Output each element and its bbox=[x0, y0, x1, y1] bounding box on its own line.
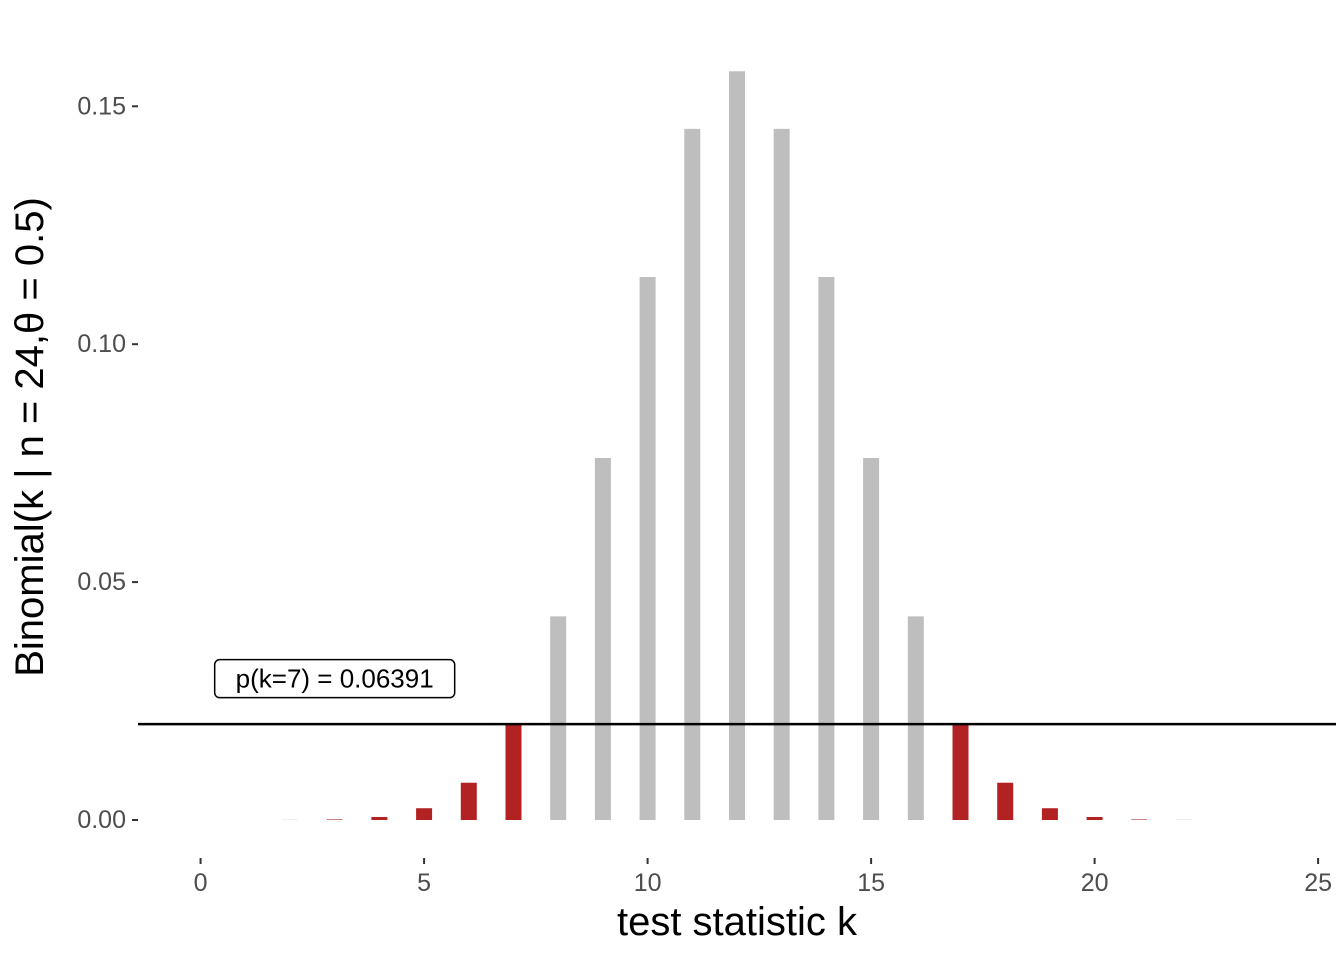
x-axis-title: test statistic k bbox=[617, 900, 858, 944]
x-tick-label: 15 bbox=[857, 869, 885, 897]
annotation-label: p(k=7) = 0.06391 bbox=[213, 658, 456, 699]
y-axis-title: Binomial(k | n = 24,θ = 0.5) bbox=[8, 197, 52, 677]
y-tick-label: 0.00 bbox=[77, 806, 126, 834]
x-tick-label: 5 bbox=[417, 869, 431, 897]
bar-k-19 bbox=[1041, 808, 1058, 820]
bar-k-16 bbox=[907, 616, 924, 820]
bar-k-5 bbox=[416, 808, 433, 820]
bar-k-10 bbox=[639, 276, 656, 821]
bar-k-3 bbox=[326, 819, 343, 820]
bar-k-17 bbox=[952, 724, 969, 820]
x-tick-label: 10 bbox=[634, 869, 662, 897]
bar-k-11 bbox=[684, 128, 701, 820]
bar-k-13 bbox=[773, 128, 790, 820]
bar-k-21 bbox=[1131, 819, 1148, 820]
bar-k-8 bbox=[550, 616, 567, 820]
bars-group bbox=[192, 71, 1282, 821]
bar-k-4 bbox=[371, 816, 388, 820]
bar-k-6 bbox=[460, 782, 477, 820]
bar-k-12 bbox=[729, 71, 745, 820]
x-tick-label: 25 bbox=[1304, 869, 1332, 897]
bar-k-18 bbox=[997, 782, 1014, 820]
bar-k-14 bbox=[818, 276, 835, 821]
bar-k-20 bbox=[1086, 816, 1103, 820]
y-tick-label: 0.05 bbox=[77, 568, 126, 596]
y-tick-label: 0.15 bbox=[77, 92, 126, 120]
annotation-text: p(k=7) = 0.06391 bbox=[236, 664, 434, 694]
bar-k-15 bbox=[863, 457, 880, 820]
bar-k-9 bbox=[594, 457, 611, 820]
annotation-box bbox=[213, 658, 456, 699]
x-tick-label: 20 bbox=[1081, 869, 1109, 897]
x-tick-label: 0 bbox=[194, 869, 208, 897]
y-axis: 0.00 0.05 0.10 0.15 bbox=[77, 92, 138, 834]
x-axis: 0 5 10 15 20 25 bbox=[194, 858, 1332, 897]
y-tick-label: 0.10 bbox=[77, 330, 126, 358]
bar-k-7 bbox=[505, 724, 522, 820]
